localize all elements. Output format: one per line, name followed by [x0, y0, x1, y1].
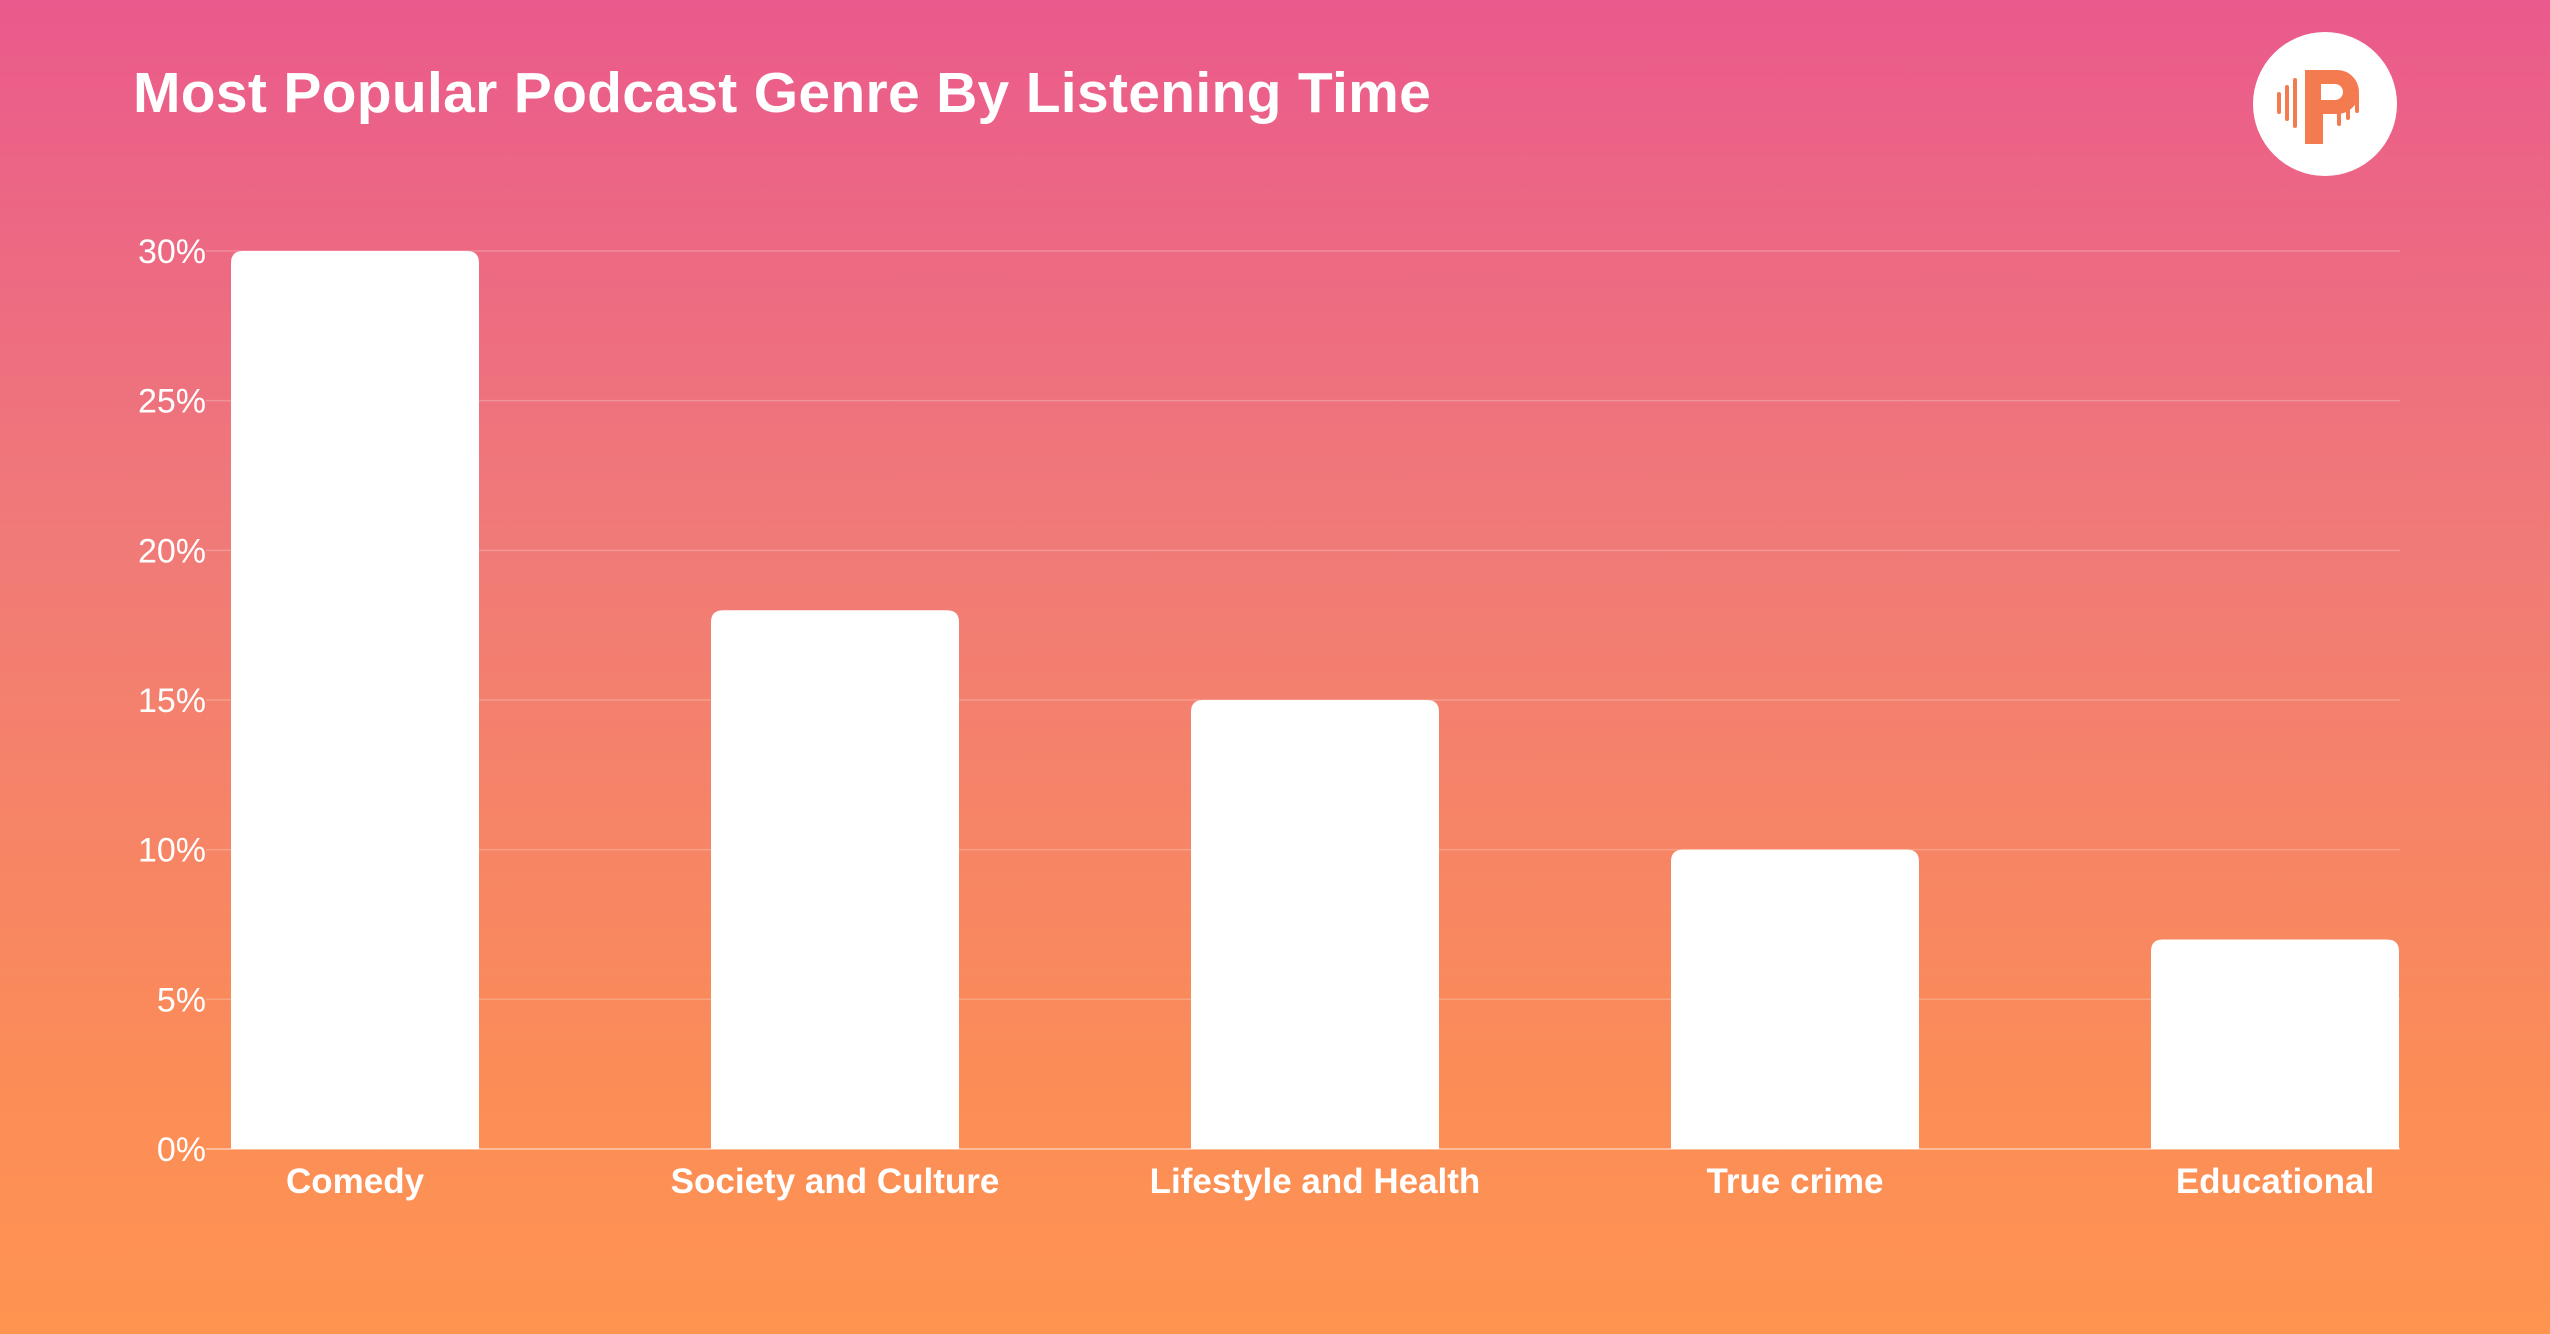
bars	[231, 251, 2399, 1149]
y-tick-label: 10%	[138, 832, 206, 870]
x-category-label: Comedy	[286, 1162, 425, 1201]
x-axis-labels: Comedy Society and Culture Lifestyle and H…	[286, 1162, 2374, 1201]
x-category-label: Society and Culture	[671, 1162, 1000, 1201]
y-tick-label: 5%	[157, 981, 206, 1019]
y-tick-label: 30%	[138, 233, 206, 271]
bar-society-and-culture	[711, 610, 959, 1149]
y-tick-label: 25%	[138, 383, 206, 421]
podcast-logo	[2253, 32, 2397, 176]
y-tick-label: 0%	[157, 1131, 206, 1169]
podcast-p-icon	[2277, 70, 2359, 144]
bar-comedy	[231, 251, 479, 1149]
x-category-label: True crime	[1706, 1162, 1883, 1201]
bar-lifestyle-and-health	[1191, 700, 1439, 1149]
y-tick-label: 20%	[138, 532, 206, 570]
x-category-label: Lifestyle and Health	[1150, 1162, 1481, 1201]
chart-title: Most Popular Podcast Genre By Listening …	[133, 61, 1432, 125]
bar-true-crime	[1671, 849, 1919, 1149]
bar-educational	[2151, 939, 2399, 1149]
x-category-label: Educational	[2176, 1162, 2374, 1201]
y-axis-ticks: 0% 5% 10% 15% 20% 25% 30%	[138, 233, 206, 1169]
y-tick-label: 15%	[138, 682, 206, 720]
